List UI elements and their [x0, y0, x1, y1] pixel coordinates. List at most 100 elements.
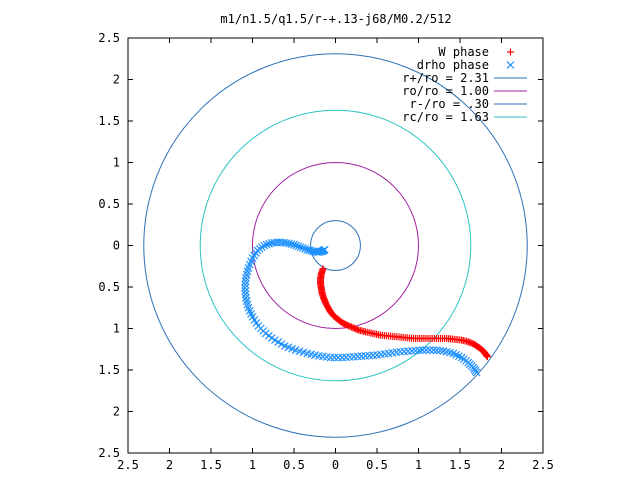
legend-marker-0 [507, 48, 514, 56]
point-1-110-b [301, 244, 309, 253]
point-1-19-b [425, 346, 434, 355]
point-1-93-b [260, 241, 269, 250]
circle-3 [199, 109, 472, 382]
chart-title: m1/n1.5/q1.5/r-+.13-j68/M0.2/512 [220, 12, 451, 26]
circle-2 [310, 220, 361, 271]
point-1-110 [301, 244, 309, 253]
point-1-66-b [254, 322, 263, 330]
point-1-111-b [303, 245, 312, 254]
point-1-23 [411, 346, 420, 355]
series-0 [317, 265, 491, 361]
x-tick-label-5: 0 [332, 458, 339, 472]
point-1-104 [287, 240, 296, 249]
point-1-53-b [295, 347, 304, 356]
point-1-68-b [250, 315, 259, 324]
series-1 [241, 238, 481, 377]
point-1-9-b [457, 353, 466, 362]
point-1-42 [338, 353, 347, 362]
point-0-136 [483, 353, 491, 361]
point-1-54-b [291, 346, 300, 355]
point-1-107 [294, 242, 303, 251]
point-1-44 [330, 353, 339, 362]
point-1-108 [296, 243, 305, 252]
y-tick-label-0: 2.5 [98, 446, 120, 460]
point-1-12-b [449, 349, 458, 358]
point-1-93 [260, 241, 269, 250]
x-tick-label-1: 2 [166, 458, 173, 472]
point-1-104-b [287, 240, 296, 249]
point-1-16 [436, 346, 445, 355]
point-1-109 [298, 244, 307, 252]
x-tick-label-2: 1.5 [200, 458, 222, 472]
point-1-72-b [244, 303, 253, 312]
point-1-79 [241, 280, 250, 289]
x-tick-label-9: 2 [498, 458, 505, 472]
y-tick-label-9: 2 [113, 73, 120, 87]
point-1-14-b [442, 347, 451, 356]
point-1-80 [241, 277, 250, 286]
point-1-106-b [292, 241, 301, 250]
point-1-20-b [422, 346, 431, 355]
legend-label-3: ro/ro = 1.00 [402, 84, 489, 98]
point-1-97-b [270, 238, 279, 247]
point-1-71-b [245, 306, 254, 315]
point-1-47-b [318, 352, 327, 361]
points-layer [241, 238, 491, 377]
point-1-73-b [243, 300, 252, 309]
y-tick-label-4: 0.5 [98, 280, 120, 294]
circle-0 [143, 53, 528, 438]
point-1-48-b [314, 351, 323, 360]
point-1-69-b [248, 312, 257, 321]
point-1-95-b [265, 239, 274, 248]
y-tick-label-3: 1 [113, 322, 120, 336]
legend-marker-1 [506, 61, 515, 69]
y-tick-label-10: 2.5 [98, 31, 120, 45]
x-tick-label-6: 0.5 [366, 458, 388, 472]
point-1-59-b [274, 338, 283, 346]
legend-label-1: drho phase [417, 58, 489, 72]
legend-label-4: r-/ro = .30 [410, 97, 489, 111]
y-tick-label-7: 1 [113, 156, 120, 170]
point-1-10-b [454, 352, 463, 361]
point-1-50-b [307, 350, 316, 359]
point-1-46-b [322, 353, 331, 361]
y-tick-label-1: 2 [113, 405, 120, 419]
point-1-105-b [290, 240, 298, 249]
legend-marker-1-b [506, 61, 515, 69]
point-1-70-b [247, 309, 256, 318]
point-1-15-b [439, 346, 448, 355]
legend-label-2: r+/ro = 2.31 [402, 71, 489, 85]
point-1-123-b [320, 245, 329, 254]
point-1-78 [241, 283, 249, 292]
point-1-56-b [284, 343, 293, 352]
y-tick-label-8: 1.5 [98, 114, 120, 128]
legend-label-0: W phase [438, 45, 489, 59]
ticks-layer: 2.5 2 1.5 1 0.5 0 0.5 1 1.5 2 2.52.521.510.500.511… [98, 31, 554, 472]
point-1-57-b [280, 342, 289, 350]
point-1-77-b [241, 287, 250, 296]
legend-label-5: rc/ro = 1.63 [402, 110, 489, 124]
point-1-74-b [242, 297, 251, 306]
circles-layer [143, 53, 528, 438]
point-1-11-b [452, 350, 461, 359]
point-1-21 [418, 346, 427, 355]
point-1-13-b [446, 348, 454, 357]
y-tick-label-2: 1.5 [98, 363, 120, 377]
x-tick-label-0: 2.5 [117, 458, 139, 472]
point-1-80-b [241, 277, 250, 286]
point-1-49-b [311, 351, 319, 359]
point-1-79-b [241, 280, 250, 289]
point-1-107-b [294, 242, 303, 251]
point-1-76 [241, 290, 250, 299]
point-1-94 [262, 240, 271, 249]
point-0-59 [353, 326, 361, 334]
x-tick-label-10: 2.5 [532, 458, 554, 472]
point-1-123 [320, 245, 329, 254]
x-tick-label-4: 0.5 [283, 458, 305, 472]
point-1-109-b [298, 244, 307, 252]
point-1-96-b [267, 239, 276, 247]
point-1-67-b [252, 319, 261, 327]
point-1-77 [241, 287, 250, 296]
